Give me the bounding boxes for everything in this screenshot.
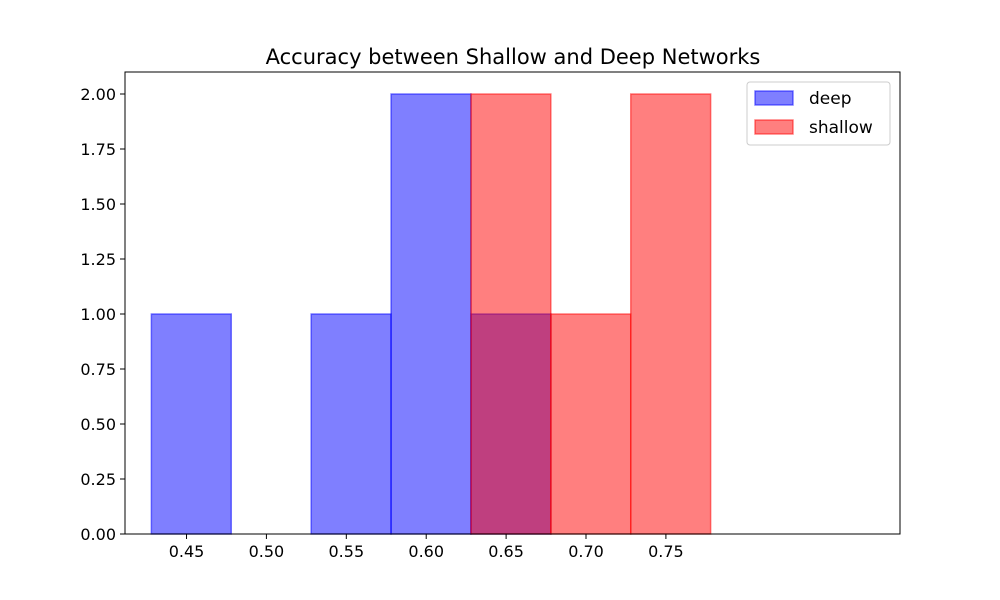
- bar-deep-0: [150, 313, 233, 535]
- x-tick-label: 0.50: [249, 542, 285, 561]
- bar-deep-3: [390, 93, 472, 535]
- bars-group: [150, 93, 712, 535]
- x-tick-label: 0.65: [488, 542, 524, 561]
- bar-deep-2: [310, 313, 392, 535]
- legend-label-deep: deep: [809, 89, 852, 109]
- y-axis: 0.00 0.25 0.50 0.75 1.00 1.25 1.50 1.75 2.00: [80, 85, 125, 544]
- x-tick-label: 0.60: [408, 542, 444, 561]
- legend: deep shallow: [746, 81, 891, 146]
- y-tick-label: 0.75: [80, 360, 116, 379]
- x-tick-label: 0.70: [568, 542, 604, 561]
- y-tick-label: 1.00: [80, 305, 116, 324]
- legend-swatch-shallow: [754, 119, 794, 135]
- y-tick-label: 1.75: [80, 140, 116, 159]
- x-axis: 0.45 0.50 0.55 0.60 0.65 0.70 0.75: [169, 534, 684, 561]
- y-tick-label: 1.50: [80, 195, 116, 214]
- plot-frame: [124, 71, 901, 535]
- y-tick-label: 0.00: [80, 525, 116, 544]
- y-tick-label: 0.25: [80, 470, 116, 489]
- x-tick-label: 0.75: [648, 542, 684, 561]
- legend-swatch-deep: [754, 90, 794, 106]
- y-tick-label: 0.50: [80, 415, 116, 434]
- bar-shallow-5: [550, 313, 632, 535]
- legend-label-shallow: shallow: [809, 118, 873, 138]
- y-tick-label: 2.00: [80, 85, 116, 104]
- chart-title: Accuracy between Shallow and Deep Networ…: [266, 45, 761, 69]
- x-tick-label: 0.45: [169, 542, 205, 561]
- x-tick-label: 0.55: [329, 542, 365, 561]
- y-tick-label: 1.25: [80, 250, 116, 269]
- bar-shallow-4: [470, 93, 552, 535]
- bar-shallow-6: [629, 93, 712, 535]
